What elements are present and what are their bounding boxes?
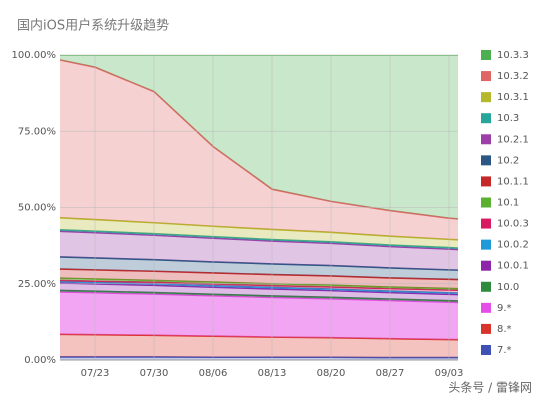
legend-swatch: [481, 155, 491, 166]
y-tick-label: 25.00%: [18, 279, 56, 290]
legend-swatch: [481, 176, 491, 187]
area: [60, 231, 458, 271]
watermark: 头条号 / 雷锋网: [448, 381, 532, 395]
y-tick-label: 75.00%: [18, 126, 56, 137]
area: [60, 256, 458, 280]
legend-label: 10.2.1: [497, 134, 529, 145]
legend-swatch: [481, 197, 491, 208]
legend-label: 10.0.2: [497, 240, 529, 251]
legend-swatch: [481, 344, 491, 355]
x-tick-label: 07/30: [140, 368, 169, 379]
legend-label: 10.3: [497, 113, 519, 124]
legend-swatch: [481, 92, 491, 103]
legend-swatch: [481, 50, 491, 60]
legend-swatch: [481, 218, 491, 229]
legend-swatch: [481, 113, 491, 124]
area: [60, 291, 458, 340]
legend-label: 10.2: [497, 155, 519, 166]
legend-label: 10.0.3: [497, 219, 529, 230]
x-tick-label: 08/13: [258, 368, 287, 379]
legend-label: 8.*: [497, 324, 512, 335]
area: [60, 217, 458, 249]
legend-swatch: [481, 281, 491, 292]
area: [60, 282, 458, 301]
area: [60, 55, 458, 219]
area: [60, 334, 458, 358]
x-tick-label: 07/23: [81, 368, 110, 379]
x-tick-label: 09/03: [435, 368, 464, 379]
legend-label: 10.1.1: [497, 176, 529, 187]
legend-label: 9.*: [497, 303, 512, 314]
y-tick-label: 50.00%: [18, 203, 56, 214]
y-tick-label: 0.00%: [24, 355, 56, 366]
x-tick-label: 08/27: [376, 368, 405, 379]
legend-swatch: [481, 302, 491, 313]
plot-area: [60, 55, 458, 360]
chart-title: 国内iOS用户系统升级趋势: [17, 18, 169, 34]
x-tick-label: 08/06: [199, 368, 228, 379]
legend-label: 7.*: [497, 345, 512, 356]
legend-label: 10.3.2: [497, 71, 529, 82]
legend-swatch: [481, 323, 491, 334]
axes: 0.00% 25.00% 50.00% 75.00% 100.00% 07/23 07/30…: [12, 50, 529, 379]
legend-label: 10.3.3: [497, 50, 529, 61]
area: [60, 59, 458, 240]
legend-swatch: [481, 239, 491, 250]
legend-swatch: [481, 260, 491, 271]
x-tick-label: 08/20: [317, 368, 346, 379]
legend-swatch: [481, 134, 491, 145]
y-tick-label: 100.00%: [12, 50, 57, 61]
legend-label: 10.3.1: [497, 92, 529, 103]
legend-label: 10.0.1: [497, 261, 529, 272]
legend-label: 10.1: [497, 197, 519, 208]
legend-label: 10.0: [497, 282, 519, 293]
legend-swatch: [481, 71, 491, 82]
